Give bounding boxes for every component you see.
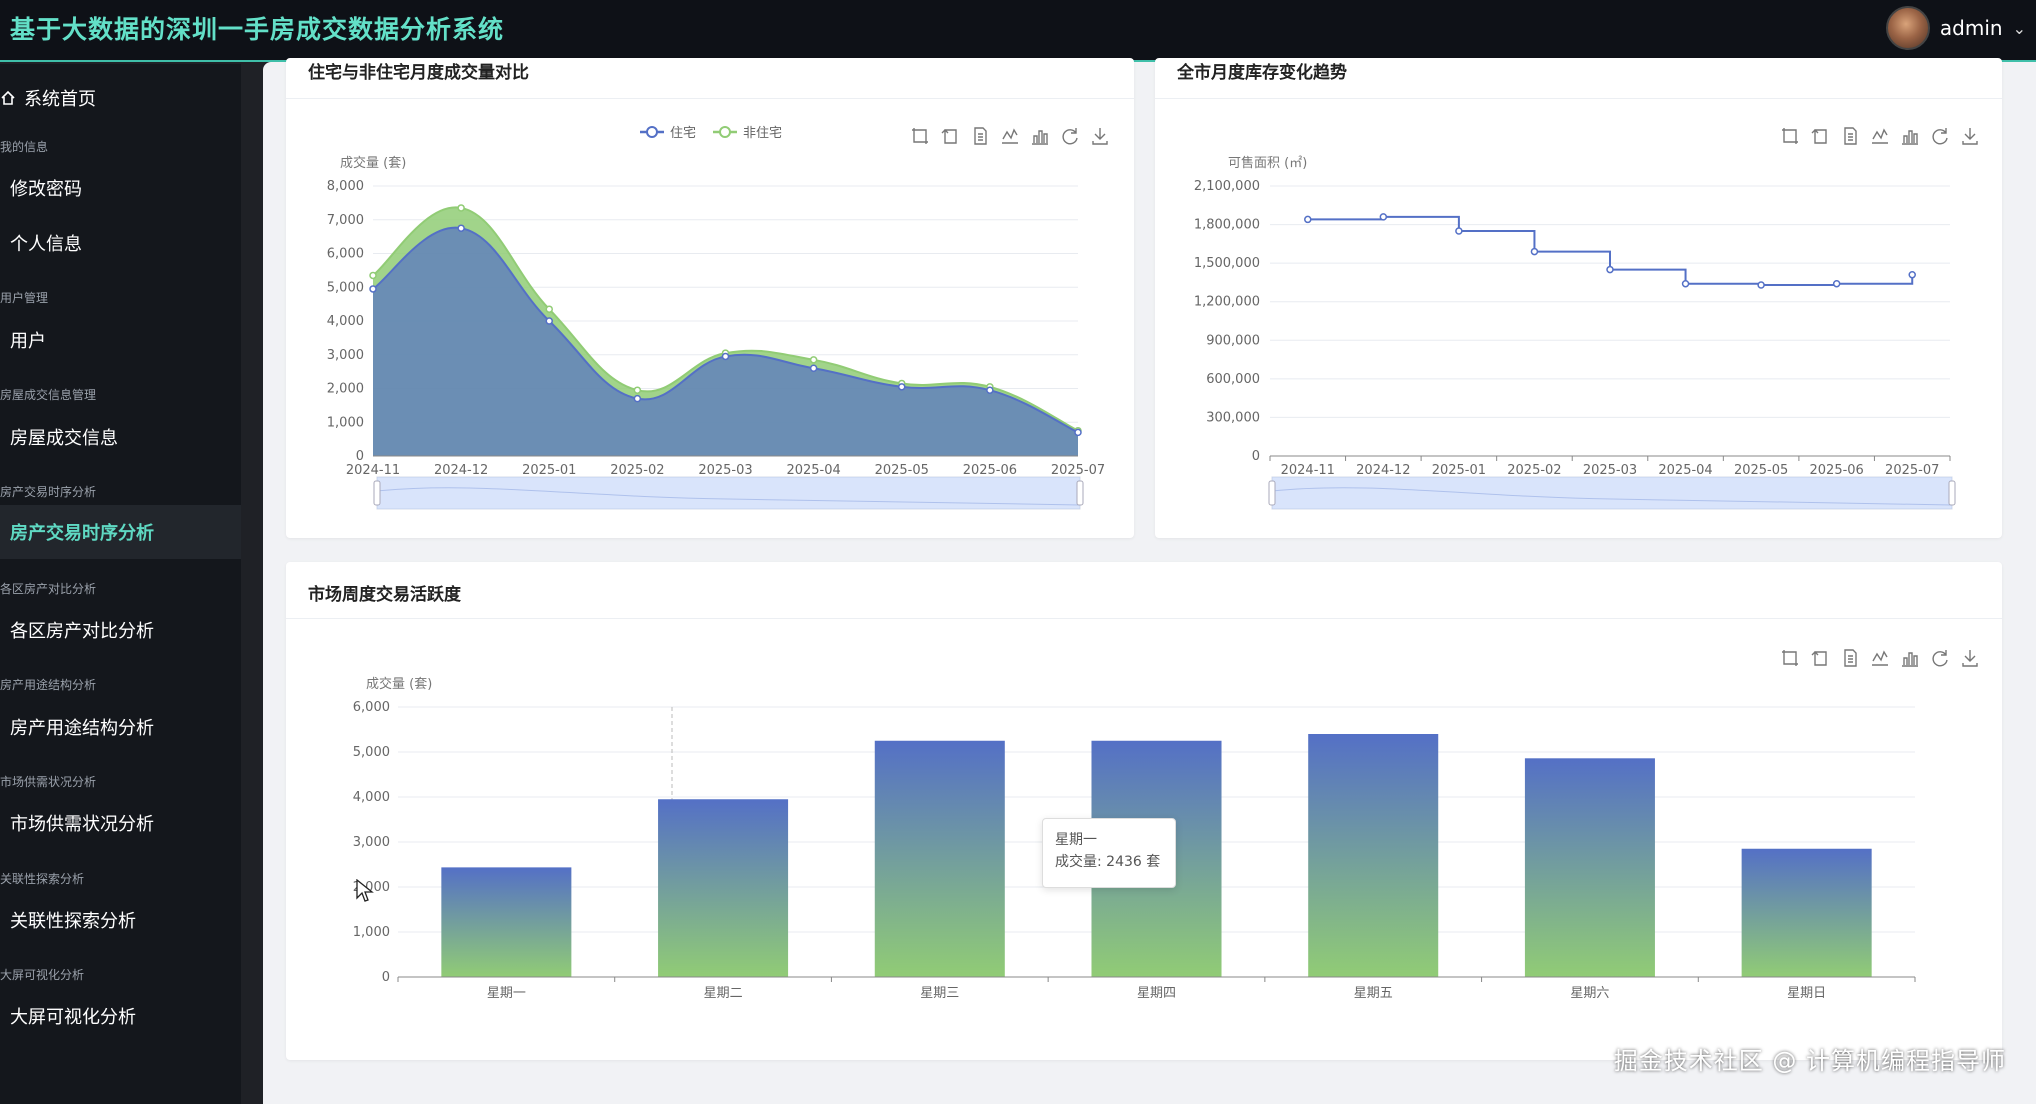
- zoom-icon[interactable]: [1780, 126, 1800, 146]
- zoom-reset-icon[interactable]: [940, 126, 960, 146]
- zoom-icon[interactable]: [910, 126, 930, 146]
- restore-icon[interactable]: [1930, 126, 1950, 146]
- card-divider: [286, 98, 1134, 99]
- sidebar-item-home[interactable]: 系统首页: [0, 80, 96, 116]
- chart-toolbox: [910, 126, 1110, 146]
- sidebar-group-label: 我的信息: [0, 140, 49, 154]
- zoom-icon[interactable]: [1780, 648, 1800, 668]
- sidebar-item-correlation[interactable]: 关联性探索分析: [0, 893, 241, 947]
- bar-switch-icon[interactable]: [1900, 648, 1920, 668]
- sidebar-group-label: 各区房产对比分析: [0, 582, 97, 596]
- sidebar-item-label: 关联性探索分析: [10, 911, 136, 932]
- sidebar-item-supply-demand[interactable]: 市场供需状况分析: [0, 796, 241, 850]
- zoom-reset-icon[interactable]: [1810, 648, 1830, 668]
- sidebar-item-time-series[interactable]: 房产交易时序分析: [0, 505, 241, 559]
- sidebar-group-label: 房产用途结构分析: [0, 678, 97, 692]
- sidebar-item-label: 房屋成交信息: [10, 428, 118, 449]
- sidebar-item-district-compare[interactable]: 各区房产对比分析: [0, 603, 241, 657]
- sidebar-item-usage-structure[interactable]: 房产用途结构分析: [0, 700, 241, 754]
- user-menu[interactable]: admin ⌄: [1885, 6, 2026, 50]
- data-view-icon[interactable]: [970, 126, 990, 146]
- save-image-icon[interactable]: [1090, 126, 1110, 146]
- sidebar-item-label: 各区房产对比分析: [10, 621, 154, 642]
- sidebar-item-big-screen[interactable]: 大屏可视化分析: [0, 989, 241, 1043]
- chart-tooltip: 星期一 成交量: 2436 套: [1042, 818, 1176, 888]
- data-view-icon[interactable]: [1840, 126, 1860, 146]
- sidebar-item-label: 修改密码: [10, 179, 82, 200]
- app-title: 基于大数据的深圳一手房成交数据分析系统: [10, 15, 505, 44]
- bar-switch-icon[interactable]: [1900, 126, 1920, 146]
- save-image-icon[interactable]: [1960, 126, 1980, 146]
- sidebar-group-label: 房产交易时序分析: [0, 485, 97, 499]
- sidebar-item-label: 大屏可视化分析: [10, 1007, 136, 1028]
- bar-switch-icon[interactable]: [1030, 126, 1050, 146]
- sidebar-group-label: 房屋成交信息管理: [0, 388, 97, 402]
- watermark: 掘金技术社区 @ 计算机编程指导师: [1613, 1047, 2006, 1075]
- sidebar-item-profile[interactable]: 个人信息: [0, 216, 241, 270]
- chevron-down-icon[interactable]: ⌄: [2012, 18, 2026, 38]
- tooltip-title: 星期一: [1055, 832, 1097, 848]
- save-image-icon[interactable]: [1960, 648, 1980, 668]
- user-name[interactable]: admin: [1939, 16, 2003, 40]
- sidebar-item-label: 用户: [10, 331, 46, 352]
- chart-toolbox: [1780, 126, 1980, 146]
- data-view-icon[interactable]: [1840, 648, 1860, 668]
- card-title: 住宅与非住宅月度成交量对比: [308, 63, 529, 83]
- home-icon: [1, 90, 15, 105]
- card-title: 全市月度库存变化趋势: [1177, 63, 1347, 83]
- sidebar-group-label: 关联性探索分析: [0, 872, 85, 886]
- sidebar-item-label: 系统首页: [24, 89, 96, 110]
- mouse-cursor-icon: [356, 879, 374, 902]
- sidebar: 系统首页 我的信息 修改密码 个人信息 用户管理 用户 房屋成交信息管理 房屋成…: [0, 64, 241, 1104]
- card-title: 市场周度交易活跃度: [308, 585, 461, 605]
- tooltip-value: 成交量: 2436 套: [1055, 854, 1161, 870]
- line-switch-icon[interactable]: [1000, 126, 1020, 146]
- card-divider: [1155, 98, 2002, 99]
- sidebar-item-change-password[interactable]: 修改密码: [0, 161, 241, 215]
- restore-icon[interactable]: [1930, 648, 1950, 668]
- chart-toolbox: [1780, 648, 1980, 668]
- line-switch-icon[interactable]: [1870, 648, 1890, 668]
- inventory-chart-card: 全市月度库存变化趋势: [1155, 58, 2002, 538]
- sidebar-group-label: 市场供需状况分析: [0, 775, 97, 789]
- sidebar-item-label: 市场供需状况分析: [10, 814, 154, 835]
- weekly-chart-card: 市场周度交易活跃度: [286, 562, 2002, 1060]
- sidebar-group-label: 大屏可视化分析: [0, 968, 85, 982]
- sidebar-group-label: 用户管理: [0, 291, 49, 305]
- sidebar-item-label: 个人信息: [10, 234, 82, 255]
- sidebar-item-transaction-info[interactable]: 房屋成交信息: [0, 410, 241, 464]
- card-divider: [286, 618, 2002, 619]
- restore-icon[interactable]: [1060, 126, 1080, 146]
- zoom-reset-icon[interactable]: [1810, 126, 1830, 146]
- sidebar-item-label: 房产交易时序分析: [10, 523, 154, 544]
- avatar[interactable]: [1885, 6, 1930, 50]
- sidebar-item-label: 房产用途结构分析: [10, 718, 154, 739]
- sidebar-item-users[interactable]: 用户: [0, 313, 241, 367]
- line-switch-icon[interactable]: [1870, 126, 1890, 146]
- top-bar: 基于大数据的深圳一手房成交数据分析系统 admin ⌄: [0, 0, 2036, 62]
